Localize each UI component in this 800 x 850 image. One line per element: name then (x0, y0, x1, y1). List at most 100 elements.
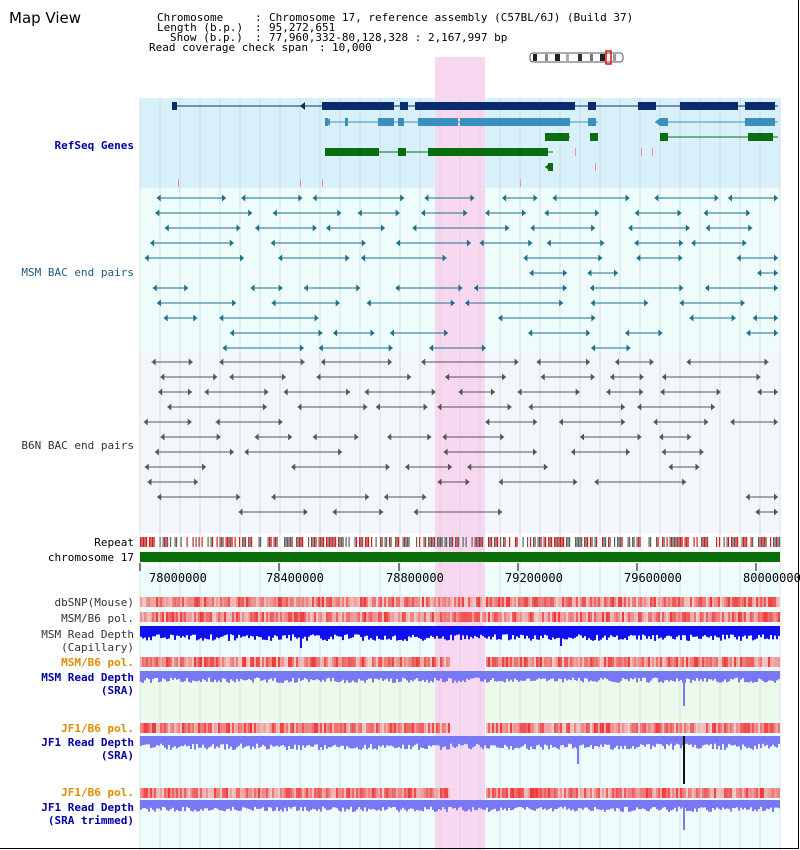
heat-stripe (360, 788, 362, 798)
depth-bar (506, 736, 508, 747)
depth-bar (570, 800, 572, 811)
heat-stripe (756, 597, 758, 607)
track-label-jf1-depth-trimmed[interactable]: JF1 Read Depth (41, 801, 134, 814)
heat-stripe (236, 612, 238, 622)
track-label-msm-b6-pol-2[interactable]: MSM/B6 pol. (61, 656, 134, 669)
heat-stripe (184, 597, 186, 607)
track-label-chromosome[interactable]: chromosome 17 (47, 551, 134, 564)
repeat-mark (560, 537, 562, 547)
heat-stripe (690, 657, 692, 667)
heat-stripe (434, 788, 436, 798)
track-label-msm-b6-pol-1[interactable]: MSM/B6 pol. (61, 612, 134, 625)
track-label-jf1-depth-sra[interactable]: JF1 Read Depth (41, 736, 134, 749)
heat-stripe (656, 597, 658, 607)
heat-stripe (748, 657, 750, 667)
heat-stripe (452, 612, 454, 622)
heat-stripe (290, 612, 292, 622)
track-label-b6n-bac[interactable]: B6N BAC end pairs (21, 439, 134, 452)
heat-stripe (444, 657, 446, 667)
track-label-jf1-b6-pol-1[interactable]: JF1/B6 pol. (61, 722, 134, 735)
heat-stripe (312, 723, 314, 733)
heat-stripe (554, 788, 556, 798)
b6n-bac-pair-end (157, 493, 162, 501)
heat-stripe (266, 788, 268, 798)
heat-stripe (390, 612, 392, 622)
depth-bar (232, 671, 234, 681)
heat-stripe (680, 612, 682, 622)
msm-bac-pair-end (465, 299, 470, 307)
repeat-mark (333, 537, 335, 547)
heat-stripe (778, 612, 780, 622)
depth-bar (750, 671, 752, 682)
depth-bar (498, 671, 500, 681)
heat-stripe (678, 788, 680, 798)
track-label-refseq[interactable]: RefSeq Genes (54, 139, 134, 152)
depth-bar (302, 800, 304, 812)
repeat-mark (581, 537, 583, 547)
repeat-mark (395, 537, 397, 547)
depth-bar (672, 671, 674, 681)
depth-bar (414, 800, 416, 812)
depth-bar (628, 800, 630, 812)
heat-stripe (592, 597, 594, 607)
track-label-jf1-b6-pol-2[interactable]: JF1/B6 pol. (61, 786, 134, 799)
depth-bar (144, 736, 146, 745)
depth-bar (350, 626, 352, 638)
depth-bar (370, 671, 372, 679)
msm-bac-pair-end (774, 314, 778, 322)
heat-stripe (672, 788, 674, 798)
depth-bar (576, 671, 578, 681)
heat-stripe (750, 612, 752, 622)
depth-bar (502, 800, 504, 810)
track-label-dbsnp[interactable]: dbSNP(Mouse) (54, 596, 134, 609)
track-label-repeat[interactable]: Repeat (94, 536, 134, 549)
msm-bac-pair-end (774, 254, 778, 262)
heat-stripe (588, 788, 590, 798)
heat-stripe (148, 612, 150, 622)
heat-stripe (294, 657, 296, 667)
depth-bar (612, 800, 614, 809)
depth-bar (694, 800, 696, 809)
heat-stripe (176, 657, 178, 667)
depth-bar (604, 626, 606, 636)
heat-stripe (604, 788, 606, 798)
msm-bac-pair-end (705, 284, 710, 292)
repeat-mark (225, 537, 227, 547)
heat-stripe (750, 597, 752, 607)
heat-stripe (156, 723, 158, 733)
heat-stripe (678, 723, 680, 733)
depth-bar (200, 626, 202, 639)
heat-stripe (288, 597, 290, 607)
heat-stripe (558, 657, 560, 667)
track-label-msm-bac[interactable]: MSM BAC end pairs (21, 266, 134, 279)
depth-bar (646, 736, 648, 745)
heat-stripe (144, 612, 146, 622)
depth-bar (184, 671, 186, 681)
repeat-mark (458, 537, 460, 547)
heat-stripe (390, 723, 392, 733)
heat-stripe (738, 612, 740, 622)
depth-bar (488, 671, 490, 683)
depth-bar (292, 626, 294, 635)
depth-bar (670, 671, 672, 681)
heat-stripe (498, 612, 500, 622)
heat-stripe (404, 612, 406, 622)
heat-stripe (710, 597, 712, 607)
depth-bar (694, 736, 696, 745)
depth-bar (616, 800, 618, 808)
heat-stripe (446, 788, 448, 798)
heat-stripe (304, 612, 306, 622)
heat-stripe (712, 657, 714, 667)
depth-bar (354, 626, 356, 635)
track-label-msm-depth-sra[interactable]: MSM Read Depth (41, 671, 134, 684)
msm-bac-pair-end (746, 209, 751, 217)
depth-bar (756, 800, 758, 812)
heat-stripe (492, 788, 494, 798)
depth-bar (634, 671, 636, 678)
heat-stripe (206, 612, 208, 622)
depth-bar (188, 671, 190, 682)
heat-stripe (774, 612, 776, 622)
depth-bar (712, 736, 714, 750)
track-label-msm-depth-capillary[interactable]: MSM Read Depth (41, 628, 134, 641)
